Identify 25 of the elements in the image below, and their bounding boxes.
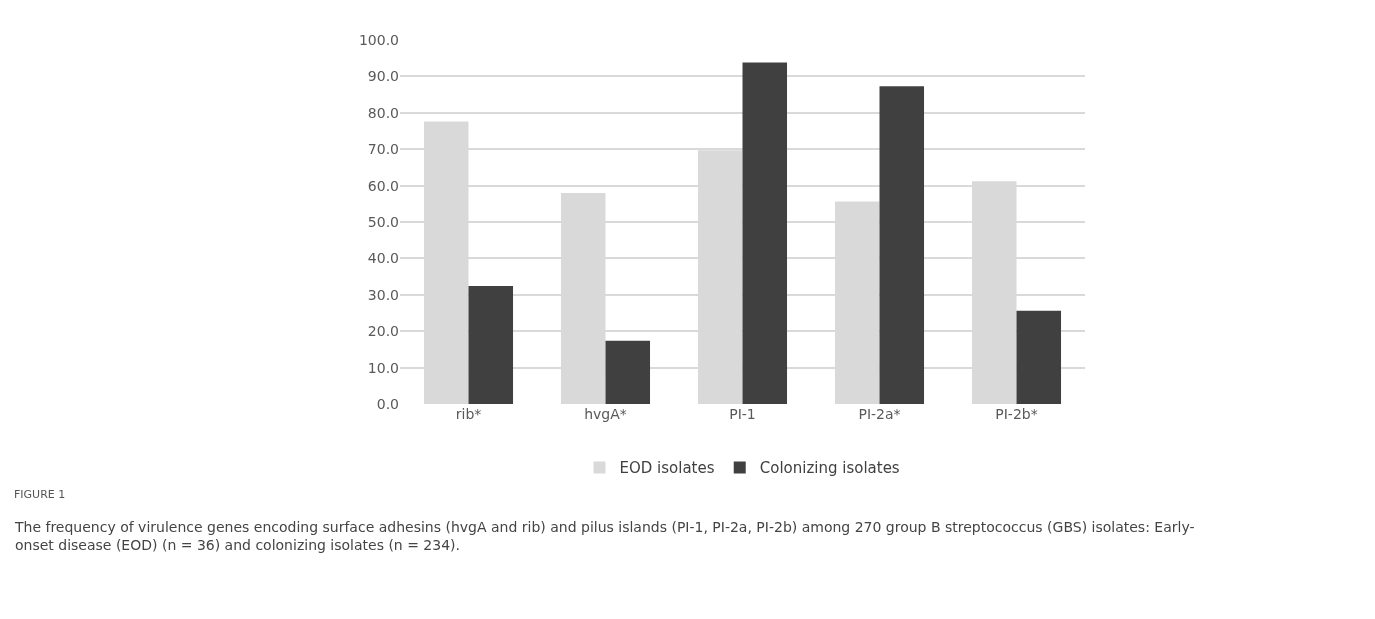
y-tick-label: 0.0 <box>376 395 399 412</box>
caption: FIGURE 1 <box>14 488 66 501</box>
bar <box>1016 310 1062 404</box>
y-tick-label: 30.0 <box>367 286 399 303</box>
x-tick-label: PI-1 <box>729 406 756 422</box>
legend-label: EOD isolates <box>619 459 715 478</box>
x-tick-label: PI-2b* <box>995 406 1038 422</box>
legend-label: Colonizing isolates <box>759 459 900 478</box>
y-tick-label: 10.0 <box>367 359 399 376</box>
x-tick-label: PI-2a* <box>858 406 901 422</box>
y-tick-label: 100.0 <box>358 31 399 48</box>
x-tick-label: rib* <box>455 406 482 422</box>
y-tick-label: 80.0 <box>367 104 399 121</box>
bar <box>742 62 788 404</box>
bar <box>879 86 925 404</box>
y-tick-label: 90.0 <box>367 68 399 85</box>
y-tick-label: 60.0 <box>367 177 399 194</box>
bar <box>605 340 651 404</box>
y-tick-label: 20.0 <box>367 323 399 340</box>
x-tick-label: hvgA* <box>584 406 627 422</box>
text: The frequency of virulence genes encoding surface adhesins (hvgA and rib) and pilus islands (PI-1, PI-2a, PI-2b) among 270 group B streptococcus (GBS) isolates: Early-onset disease (EOD) (n = 36) and colonizing isolates (n = 234). <box>14 519 1195 554</box>
y-tick-label: 70.0 <box>367 141 399 158</box>
bar <box>468 286 514 404</box>
y-tick-label: 40.0 <box>367 250 399 267</box>
y-tick-label: 50.0 <box>367 213 399 230</box>
